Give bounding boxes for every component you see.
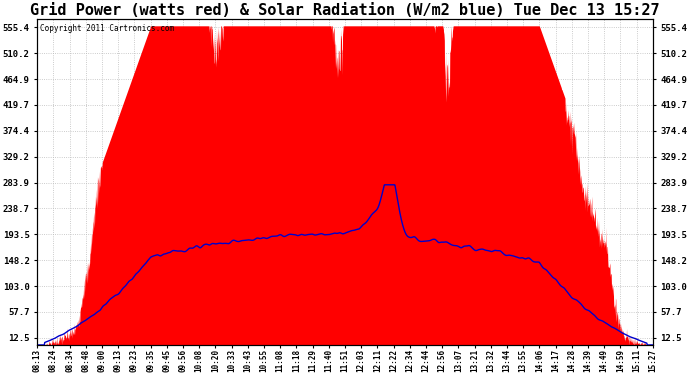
Title: Grid Power (watts red) & Solar Radiation (W/m2 blue) Tue Dec 13 15:27: Grid Power (watts red) & Solar Radiation… [30, 3, 660, 18]
Text: Copyright 2011 Cartronics.com: Copyright 2011 Cartronics.com [41, 24, 175, 33]
